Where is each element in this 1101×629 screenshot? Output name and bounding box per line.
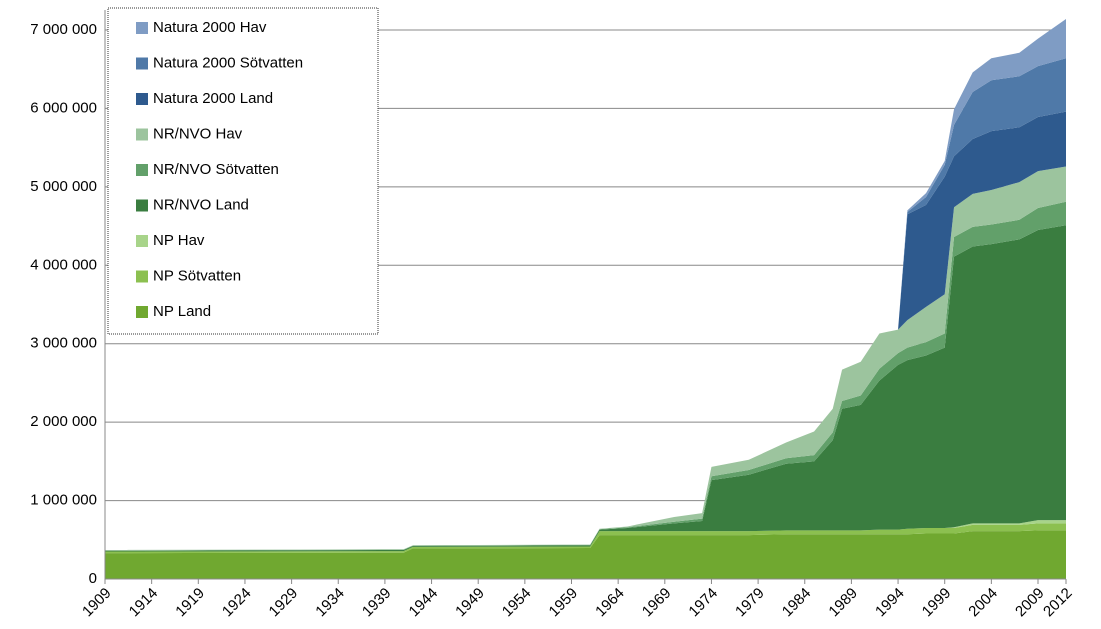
legend-label: Natura 2000 Hav bbox=[153, 19, 267, 36]
legend-box bbox=[107, 7, 379, 335]
legend-swatch bbox=[136, 128, 148, 141]
x-tick-label: 1949 bbox=[452, 585, 488, 621]
legend-label: NR/NVO Land bbox=[153, 196, 249, 213]
x-tick-label: 1959 bbox=[546, 585, 582, 621]
x-tick-label: 1974 bbox=[685, 585, 721, 621]
x-tick-label: 1934 bbox=[312, 585, 348, 621]
x-tick-label: 1994 bbox=[872, 585, 908, 621]
area bbox=[105, 530, 1066, 579]
legend-swatch bbox=[136, 199, 148, 212]
x-tick-label: 1924 bbox=[219, 585, 255, 621]
area bbox=[105, 166, 1066, 551]
y-tick-label: 0 bbox=[89, 570, 97, 587]
area bbox=[105, 523, 1066, 554]
legend-label: Natura 2000 Sötvatten bbox=[153, 54, 303, 71]
area bbox=[105, 111, 1066, 550]
legend-swatch bbox=[136, 93, 148, 105]
legend-swatch bbox=[136, 306, 148, 318]
x-tick-label: 1989 bbox=[825, 585, 861, 621]
legend-swatch bbox=[136, 270, 148, 283]
x-tick-label: 1919 bbox=[172, 585, 208, 621]
x-tick-label: 1944 bbox=[406, 585, 442, 621]
area bbox=[105, 225, 1066, 552]
legend-swatch bbox=[136, 57, 148, 70]
x-tick-label: 1964 bbox=[592, 585, 628, 621]
legend-swatch bbox=[136, 22, 148, 34]
y-tick-label: 4 000 000 bbox=[30, 256, 97, 273]
x-tick-label: 1914 bbox=[126, 585, 162, 621]
x-tick-label: 2012 bbox=[1040, 585, 1076, 621]
x-tick-label: 1929 bbox=[266, 585, 302, 621]
x-tick-label: 1979 bbox=[732, 585, 768, 621]
y-tick-label: 2 000 000 bbox=[30, 413, 97, 430]
legend-label: NP Sötvatten bbox=[153, 267, 241, 284]
x-tick-label: 1909 bbox=[79, 585, 115, 621]
legend-label: Natura 2000 Land bbox=[153, 90, 273, 107]
legend-label: NP Land bbox=[153, 303, 211, 320]
y-tick-label: 7 000 000 bbox=[30, 21, 97, 38]
y-tick-label: 5 000 000 bbox=[30, 178, 97, 195]
legend-label: NR/NVO Hav bbox=[153, 125, 243, 142]
x-tick-label: 1954 bbox=[499, 585, 535, 621]
x-tick-label: 1969 bbox=[639, 585, 675, 621]
y-tick-label: 3 000 000 bbox=[30, 335, 97, 352]
y-tick-label: 1 000 000 bbox=[30, 492, 97, 509]
x-tick-label: 2004 bbox=[965, 585, 1001, 621]
area bbox=[105, 201, 1066, 551]
x-tick-label: 2009 bbox=[1012, 585, 1048, 621]
x-tick-label: 1999 bbox=[919, 585, 955, 621]
x-tick-label: 1939 bbox=[359, 585, 395, 621]
legend-label: NR/NVO Sötvatten bbox=[153, 161, 279, 178]
legend-swatch bbox=[136, 164, 148, 176]
area bbox=[105, 58, 1066, 550]
legend-swatch bbox=[136, 235, 148, 247]
x-tick-label: 1984 bbox=[779, 585, 815, 621]
y-tick-label: 6 000 000 bbox=[30, 99, 97, 116]
legend-label: NP Hav bbox=[153, 232, 205, 249]
